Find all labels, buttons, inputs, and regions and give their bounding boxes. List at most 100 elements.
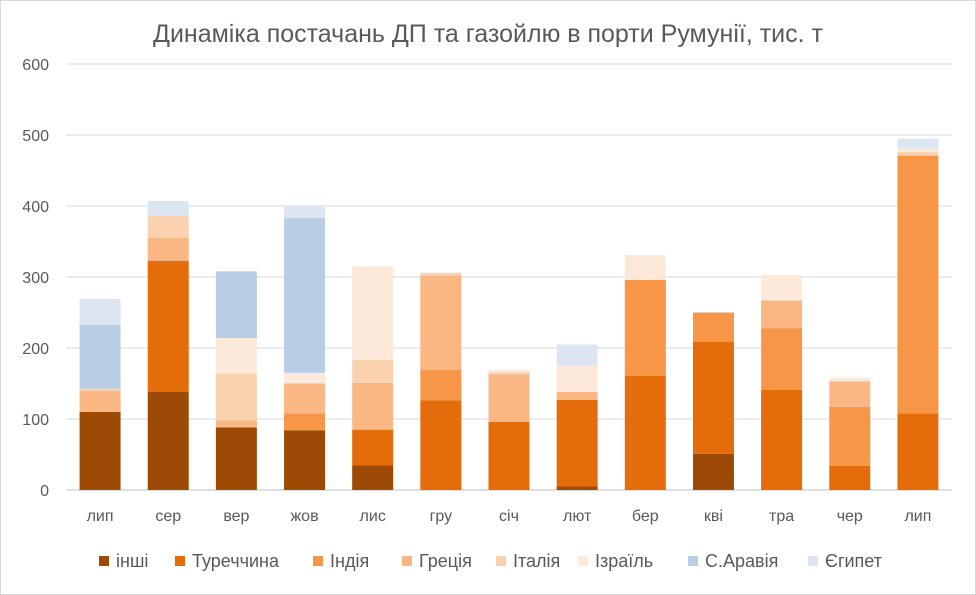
chart-title: Динаміка постачань ДП та газойлю в порти… (153, 20, 823, 48)
bar-segment (692, 341, 734, 454)
legend-label: інші (116, 550, 149, 571)
bar-segment (215, 373, 257, 421)
legend-item: Індія (313, 549, 369, 573)
legend-swatch (175, 556, 185, 566)
legend-swatch (402, 556, 412, 566)
legend-swatch (496, 556, 506, 566)
y-axis-ticks: 0 100 200 300 400 500 600 (22, 57, 49, 500)
bar-segment (420, 400, 462, 490)
bar-segment (829, 381, 871, 407)
bar-segment (761, 300, 803, 329)
bar-segment (692, 453, 734, 490)
bar-segment (284, 430, 326, 490)
bar-segment (488, 372, 530, 375)
legend-label: Єгипет (825, 550, 882, 571)
bar-segment (829, 377, 871, 382)
bar-segment (215, 420, 257, 428)
legend-swatch (578, 556, 588, 566)
legend-swatch (313, 556, 323, 566)
legend-item: Туреччина (175, 549, 279, 573)
bar-segment (556, 399, 598, 487)
bar-segment (79, 388, 121, 391)
bar-segment (624, 375, 666, 490)
bar-segment (352, 382, 394, 430)
bar-segment (624, 279, 666, 376)
bar-segment (829, 465, 871, 490)
y-tick-label: 500 (22, 128, 49, 145)
bar-segment (79, 411, 121, 490)
legend-label: С.Аравія (705, 550, 779, 571)
bar-segment (761, 328, 803, 390)
x-tick-label: тра (769, 508, 794, 525)
legend-item: Греція (402, 549, 472, 573)
bar-segment (147, 260, 189, 393)
legend-label: Греція (419, 550, 472, 571)
bar-segment (147, 201, 189, 216)
bar-segment (488, 421, 530, 490)
bars (79, 138, 939, 490)
legend-label: Італія (513, 550, 561, 571)
bar-segment (284, 218, 326, 373)
legend-item: Єгипет (808, 549, 882, 573)
x-tick-label: чер (837, 508, 863, 525)
bar-segment (352, 266, 394, 361)
bar-segment (488, 370, 530, 373)
bar-segment (284, 383, 326, 414)
bar-segment (761, 274, 803, 301)
x-tick-label: січ (499, 508, 519, 525)
legend-item: Ізраїль (578, 549, 653, 573)
legend-item: інші (99, 549, 148, 573)
bar-segment (147, 237, 189, 261)
bar-segment (352, 465, 394, 490)
bar-segment (420, 272, 462, 276)
x-tick-label: лип (904, 508, 931, 525)
x-tick-label: вер (223, 508, 249, 525)
bar-segment (284, 413, 326, 431)
bar-segment (897, 155, 939, 414)
bar-segment (692, 312, 734, 342)
x-tick-label: кві (704, 508, 723, 525)
legend-swatch (688, 556, 698, 566)
y-tick-label: 400 (22, 199, 49, 216)
bar-segment (556, 486, 598, 490)
bar-segment (897, 152, 939, 156)
x-tick-label: бер (632, 508, 659, 525)
bar-segment (897, 138, 939, 149)
legend-label: Туреччина (192, 550, 279, 571)
bar-segment (215, 338, 257, 374)
bar-segment (352, 429, 394, 466)
bar-segment (420, 275, 462, 371)
legend: інші Туреччина Індія Греція Італія Ізраїль С.А… (0, 549, 976, 573)
y-tick-label: 300 (22, 270, 49, 287)
x-axis-ticks: лип сер вер жов лис гру січ лют бер кві тра чер лип (87, 508, 932, 525)
bar-segment (284, 206, 326, 219)
x-tick-label: сер (155, 508, 181, 525)
legend-item: С.Аравія (688, 549, 778, 573)
bar-segment (420, 370, 462, 401)
bar-segment (284, 372, 326, 384)
legend-swatch (99, 556, 109, 566)
y-tick-label: 600 (22, 57, 49, 74)
bar-segment (79, 390, 121, 412)
bar-segment (829, 406, 871, 466)
y-tick-label: 0 (40, 483, 49, 500)
x-tick-label: лип (87, 508, 114, 525)
y-tick-label: 200 (22, 341, 49, 358)
bar-segment (897, 413, 939, 490)
bar-segment (624, 254, 666, 280)
legend-swatch (808, 556, 818, 566)
bar-segment (488, 374, 530, 422)
x-tick-label: лис (360, 508, 386, 525)
bar-segment (147, 392, 189, 490)
legend-label: Ізраїль (595, 550, 654, 571)
bar-segment (897, 148, 939, 153)
legend-label: Індія (330, 550, 370, 571)
bar-segment (79, 299, 121, 325)
bar-segment (352, 360, 394, 383)
y-tick-label: 100 (22, 412, 49, 429)
x-tick-label: лют (563, 508, 592, 525)
bar-segment (79, 324, 121, 389)
bar-segment (556, 344, 598, 366)
bar-segment (215, 271, 257, 339)
